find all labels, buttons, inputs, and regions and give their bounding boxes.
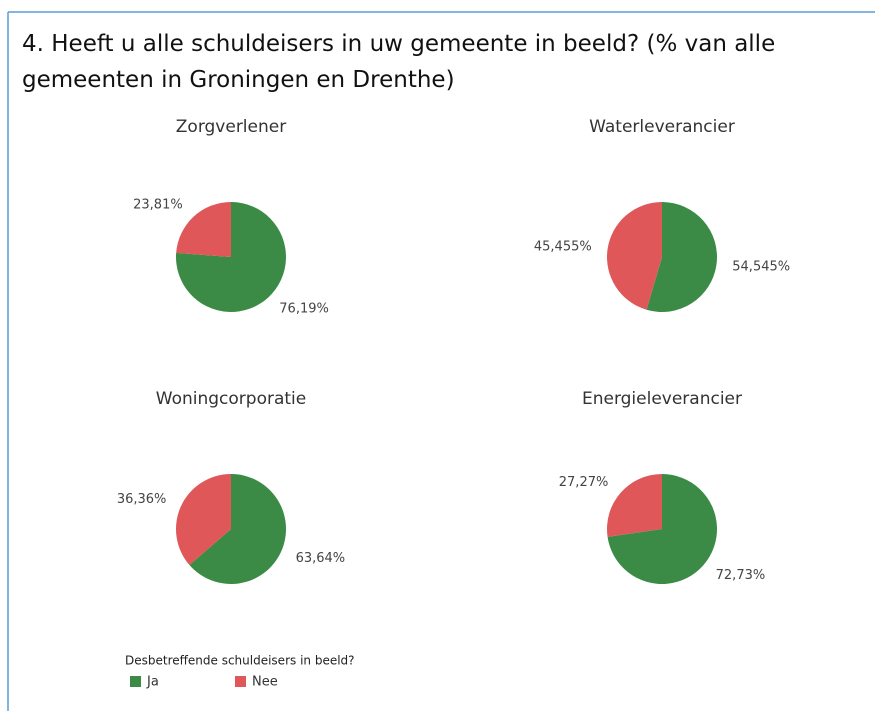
value-label: 45,455% (534, 239, 592, 254)
pie-slice (607, 202, 662, 310)
page-title: 4. Heeft u alle schuldeisers in uw gemee… (22, 31, 776, 93)
legend-label: Ja (146, 675, 159, 690)
pie-title: Woningcorporatie (156, 389, 306, 409)
value-label: 27,27% (559, 475, 609, 490)
pie-slice (176, 202, 231, 257)
value-label: 72,73% (716, 568, 766, 583)
value-label: 23,81% (133, 197, 183, 212)
pie-slice (607, 474, 717, 584)
value-label: 54,545% (732, 260, 790, 275)
value-label: 36,36% (117, 492, 167, 507)
pie-title: Zorgverlener (176, 117, 286, 137)
pie-slice (189, 474, 286, 584)
pie-slice (176, 474, 231, 566)
legend-label: Nee (252, 675, 278, 690)
pie-title: Waterleverancier (589, 117, 735, 137)
value-label: 76,19% (279, 302, 329, 317)
pie-slice (607, 474, 662, 537)
pie-slice (646, 202, 718, 312)
legend-swatch (235, 676, 246, 687)
pie-title: Energieleverancier (582, 389, 742, 409)
legend-title: Desbetreffende schuldeisers in beeld? (125, 654, 355, 668)
legend-swatch (130, 676, 141, 687)
value-label: 63,64% (296, 551, 346, 566)
